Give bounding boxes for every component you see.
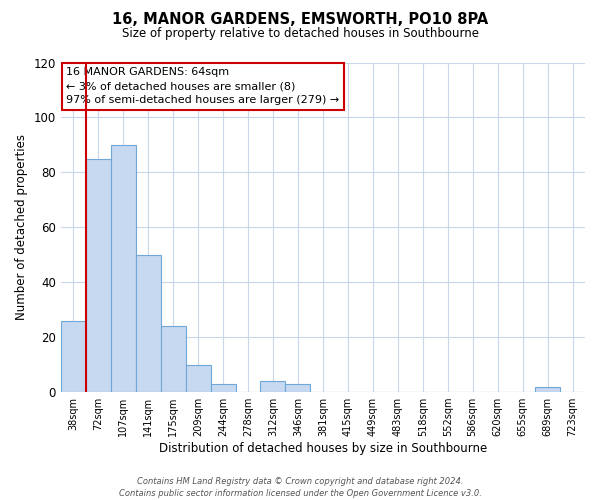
Bar (136, 255, 161, 392)
Bar (161, 326, 185, 392)
Text: Contains HM Land Registry data © Crown copyright and database right 2024.
Contai: Contains HM Land Registry data © Crown c… (119, 476, 481, 498)
Bar (86, 158, 111, 392)
Bar (535, 386, 560, 392)
Bar (211, 384, 236, 392)
Bar (185, 364, 211, 392)
Bar (260, 381, 286, 392)
Y-axis label: Number of detached properties: Number of detached properties (15, 134, 28, 320)
Bar (61, 320, 86, 392)
Bar (111, 145, 136, 392)
Bar (286, 384, 310, 392)
Text: Size of property relative to detached houses in Southbourne: Size of property relative to detached ho… (121, 28, 479, 40)
Text: 16, MANOR GARDENS, EMSWORTH, PO10 8PA: 16, MANOR GARDENS, EMSWORTH, PO10 8PA (112, 12, 488, 28)
Text: 16 MANOR GARDENS: 64sqm
← 3% of detached houses are smaller (8)
97% of semi-deta: 16 MANOR GARDENS: 64sqm ← 3% of detached… (66, 68, 339, 106)
X-axis label: Distribution of detached houses by size in Southbourne: Distribution of detached houses by size … (159, 442, 487, 455)
